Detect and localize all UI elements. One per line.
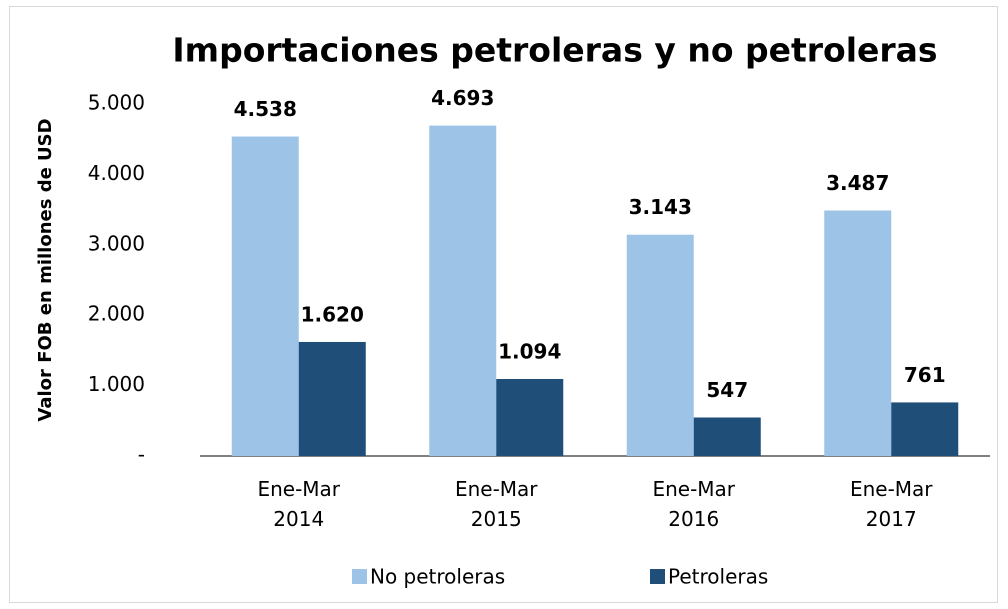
bar [891,402,959,456]
x-tick-label: Ene-Mar 2014 [257,477,340,531]
value-label: 3.487 [826,171,889,195]
legend-label: Petroleras [668,565,768,589]
value-label: 761 [904,363,946,387]
value-label: 1.094 [498,339,561,363]
legend-label: No petroleras [370,565,505,589]
chart-title: Importaciones petroleras y no petroleras [172,31,937,70]
y-tick-label: 1.000 [88,372,145,396]
value-label: 3.143 [629,195,692,219]
value-label: 1.620 [301,302,364,326]
y-tick-label: 3.000 [88,231,145,255]
value-label: 4.538 [234,97,297,121]
y-axis-label: Valor FOB en millones de USD [35,118,56,421]
value-label: 547 [706,378,748,402]
bar [231,136,299,457]
y-tick-label: 2.000 [88,302,145,326]
legend-swatch [650,569,665,584]
value-label: 4.693 [431,86,494,110]
legend-swatch [352,569,367,584]
y-tick-label: 5.000 [88,91,145,115]
y-tick-label: - [138,443,145,467]
bar [496,378,564,456]
x-tick-label: Ene-Mar 2017 [850,477,933,531]
bar [824,210,892,456]
x-tick-label: Ene-Mar 2016 [652,477,735,531]
bar [298,341,366,456]
y-tick-label: 4.000 [88,161,145,185]
bar [693,417,761,456]
x-tick-label: Ene-Mar 2015 [455,477,538,531]
bar [429,125,497,457]
bar [626,234,694,456]
